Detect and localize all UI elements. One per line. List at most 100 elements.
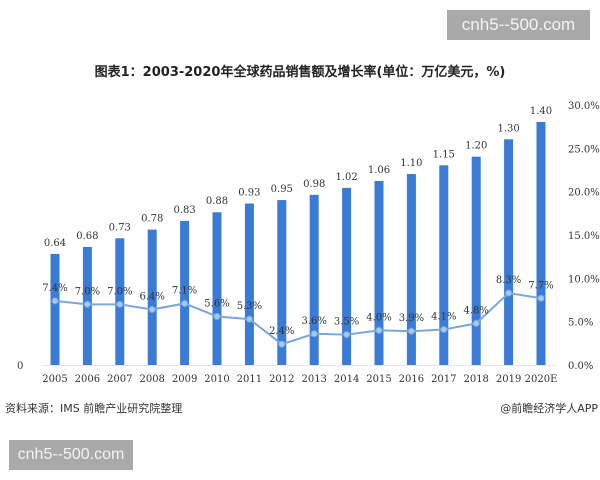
bar-2013 <box>309 194 319 365</box>
bar-label-2018: 1.20 <box>465 141 487 152</box>
bar-2019 <box>504 139 514 365</box>
bar-2008 <box>147 229 157 365</box>
growth-label-2008: 6.4% <box>139 292 164 303</box>
growth-line <box>54 292 542 346</box>
growth-label-2007: 7.0% <box>107 286 132 297</box>
bar-label-2014: 1.02 <box>335 172 357 183</box>
right-tick-2: 10.0% <box>568 274 600 285</box>
source-note: 资料来源：IMS 前瞻产业研究院整理 <box>5 402 183 415</box>
growth-label-2010: 5.6% <box>204 298 229 309</box>
growth-label-2014: 3.5% <box>334 317 359 328</box>
bar-label-2012: 0.95 <box>271 184 293 195</box>
right-axis: 0.0% 5.0% 10.0% 15.0% 20.0% 25.0% 30.0% <box>568 101 600 372</box>
growth-label-2009: 7.1% <box>172 285 197 296</box>
bar-2012 <box>277 200 287 365</box>
growth-marker-2007 <box>116 300 124 308</box>
bar-value-labels: 0.64 0.68 0.73 0.78 0.83 0.88 0.93 0.95 0.98 1.02… <box>44 106 552 249</box>
credit-note: @前瞻经济学人APP <box>500 402 598 415</box>
right-tick-3: 15.0% <box>568 231 600 242</box>
growth-label-2011: 5.3% <box>237 301 262 312</box>
growth-label-2015: 4.0% <box>366 312 391 323</box>
bar-2015 <box>374 180 384 365</box>
x-tick-2007: 2007 <box>107 374 132 385</box>
bar-label-2007: 0.73 <box>109 222 131 233</box>
bar-2020E <box>536 121 546 366</box>
growth-marker-2015 <box>375 326 383 334</box>
x-tick-2013: 2013 <box>301 374 326 385</box>
x-tick-2005: 2005 <box>42 374 67 385</box>
bar-label-2010: 0.88 <box>206 196 228 207</box>
growth-label-2018: 4.8% <box>463 305 488 316</box>
x-tick-2012: 2012 <box>269 374 294 385</box>
growth-label-2013: 3.6% <box>301 316 326 327</box>
growth-label-2017: 4.1% <box>431 311 456 322</box>
growth-line-series <box>51 289 545 348</box>
growth-label-2016: 3.9% <box>399 313 424 324</box>
right-tick-4: 20.0% <box>568 188 600 199</box>
bar-label-2017: 1.15 <box>433 149 455 160</box>
x-axis: 2005 2006 2007 2008 2009 2010 2011 2012 2013 2014… <box>42 365 558 385</box>
growth-marker-2018 <box>472 319 480 327</box>
x-tick-2009: 2009 <box>172 374 197 385</box>
growth-marker-2011 <box>245 315 253 323</box>
growth-marker-2014 <box>343 331 351 339</box>
growth-label-2012: 2.4% <box>269 326 294 337</box>
x-tick-2020E: 2020E <box>525 374 558 385</box>
growth-marker-2006 <box>83 300 91 308</box>
bar-label-2009: 0.83 <box>173 205 195 216</box>
growth-marker-2013 <box>310 330 318 338</box>
growth-marker-2016 <box>407 327 415 335</box>
left-axis: 0 <box>17 361 23 372</box>
x-tick-2010: 2010 <box>204 374 229 385</box>
growth-label-2019: 8.3% <box>496 275 521 286</box>
bar-label-2013: 0.98 <box>303 179 325 190</box>
bar-2011 <box>244 203 254 365</box>
x-tick-2011: 2011 <box>237 374 262 385</box>
bar-label-2011: 0.93 <box>238 188 260 199</box>
x-tick-2018: 2018 <box>463 374 488 385</box>
growth-marker-2005 <box>51 297 59 305</box>
bar-label-2005: 0.64 <box>44 238 66 249</box>
growth-value-labels: 7.4% 7.0% 7.0% 6.4% 7.1% 5.6% 5.3% 2.4% 3.6% 3.5%… <box>42 275 553 337</box>
bar-2010 <box>212 212 222 365</box>
right-tick-0: 0.0% <box>568 361 593 372</box>
bar-label-2016: 1.10 <box>400 158 422 169</box>
right-tick-6: 30.0% <box>568 101 600 112</box>
bar-2014 <box>342 187 352 365</box>
growth-label-2020E: 7.7% <box>528 280 553 291</box>
x-tick-2015: 2015 <box>366 374 391 385</box>
bar-label-2015: 1.06 <box>368 165 390 176</box>
watermark-bottom: cnh5--500.com <box>9 440 133 470</box>
x-tick-2016: 2016 <box>399 374 424 385</box>
watermark-top: cnh5--500.com <box>447 10 590 40</box>
growth-marker-2012 <box>278 340 286 348</box>
x-tick-2019: 2019 <box>496 374 521 385</box>
bar-label-2006: 0.68 <box>76 231 98 242</box>
x-tick-2006: 2006 <box>75 374 100 385</box>
bar-label-2020E: 1.40 <box>530 106 552 117</box>
bar-2016 <box>406 174 416 365</box>
growth-label-2006: 7.0% <box>75 286 100 297</box>
bar-2009 <box>180 220 190 365</box>
growth-marker-2009 <box>181 299 189 307</box>
right-tick-5: 25.0% <box>568 144 600 155</box>
chart-title: 图表1：2003-2020年全球药品销售额及增长率(单位：万亿美元，%) <box>94 65 506 80</box>
bar-series <box>50 121 546 366</box>
right-tick-1: 5.0% <box>568 318 593 329</box>
bar-label-2008: 0.78 <box>141 214 163 225</box>
x-tick-2014: 2014 <box>334 374 359 385</box>
growth-marker-2017 <box>440 325 448 333</box>
growth-marker-2010 <box>213 312 221 320</box>
bar-label-2019: 1.30 <box>497 123 519 134</box>
x-tick-2017: 2017 <box>431 374 456 385</box>
growth-label-2005: 7.4% <box>42 283 67 294</box>
growth-marker-2008 <box>148 306 156 314</box>
x-tick-2008: 2008 <box>139 374 164 385</box>
bar-2017 <box>439 165 449 365</box>
growth-marker-2019 <box>505 289 513 297</box>
growth-marker-2020E <box>537 294 545 302</box>
left-tick-0: 0 <box>17 361 23 372</box>
bar-2005 <box>50 253 60 365</box>
bar-2018 <box>471 156 481 365</box>
chart-area: 0.64 0.68 0.73 0.78 0.83 0.88 0.93 0.95 0.98 1.02… <box>17 101 600 385</box>
